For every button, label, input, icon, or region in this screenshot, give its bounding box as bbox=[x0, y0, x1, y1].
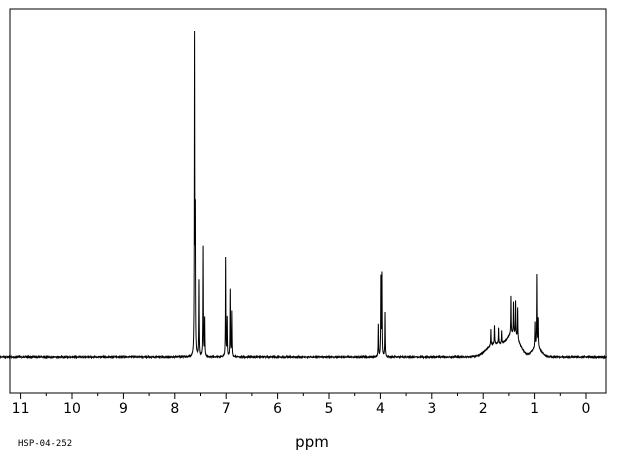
x-tick-label-2: 2 bbox=[479, 401, 488, 417]
peak-marks bbox=[194, 38, 539, 345]
x-axis-title: ppm bbox=[295, 433, 329, 451]
peak-16 bbox=[501, 343, 503, 345]
sample-id-label: HSP-04-252 bbox=[18, 439, 72, 449]
x-tick-label-8: 8 bbox=[170, 401, 179, 417]
plot-frame bbox=[9, 8, 607, 394]
x-axis-tick-labels: 11 10 9 8 7 6 5 4 3 2 1 0 bbox=[12, 401, 591, 417]
x-tick-label-0: 0 bbox=[582, 401, 591, 417]
x-tick-label-7: 7 bbox=[222, 401, 231, 417]
x-tick-label-5: 5 bbox=[325, 401, 334, 417]
x-tick-label-1: 1 bbox=[530, 401, 539, 417]
x-axis-ticks bbox=[20, 393, 587, 399]
x-tick-label-3: 3 bbox=[427, 401, 436, 417]
x-tick-label-9: 9 bbox=[119, 401, 128, 417]
x-tick-label-10: 10 bbox=[63, 401, 81, 417]
x-tick-label-11: 11 bbox=[12, 401, 30, 417]
x-tick-label-4: 4 bbox=[376, 401, 385, 417]
x-tick-label-6: 6 bbox=[273, 401, 282, 417]
spectrum-trace bbox=[0, 30, 607, 360]
